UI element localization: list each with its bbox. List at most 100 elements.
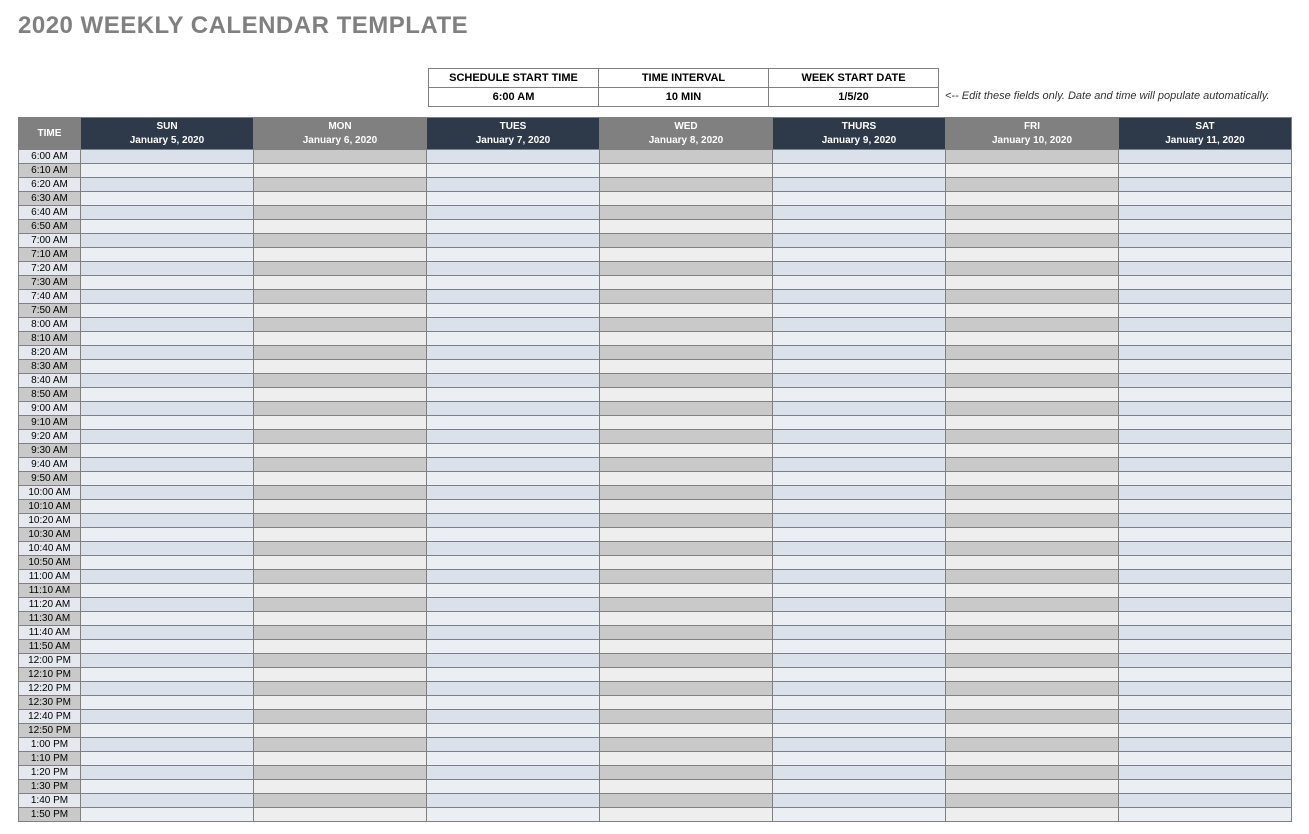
schedule-cell[interactable] bbox=[773, 276, 946, 290]
schedule-cell[interactable] bbox=[427, 262, 600, 276]
schedule-cell[interactable] bbox=[946, 556, 1119, 570]
schedule-cell[interactable] bbox=[427, 542, 600, 556]
schedule-cell[interactable] bbox=[254, 262, 427, 276]
schedule-cell[interactable] bbox=[254, 752, 427, 766]
schedule-cell[interactable] bbox=[773, 318, 946, 332]
schedule-cell[interactable] bbox=[254, 696, 427, 710]
schedule-cell[interactable] bbox=[81, 654, 254, 668]
schedule-cell[interactable] bbox=[946, 780, 1119, 794]
schedule-cell[interactable] bbox=[81, 808, 254, 822]
schedule-cell[interactable] bbox=[254, 318, 427, 332]
schedule-cell[interactable] bbox=[773, 206, 946, 220]
schedule-cell[interactable] bbox=[427, 598, 600, 612]
schedule-cell[interactable] bbox=[600, 304, 773, 318]
schedule-cell[interactable] bbox=[773, 472, 946, 486]
schedule-cell[interactable] bbox=[773, 570, 946, 584]
schedule-cell[interactable] bbox=[773, 710, 946, 724]
schedule-cell[interactable] bbox=[427, 192, 600, 206]
schedule-cell[interactable] bbox=[1119, 346, 1292, 360]
schedule-cell[interactable] bbox=[1119, 150, 1292, 164]
schedule-cell[interactable] bbox=[81, 388, 254, 402]
schedule-cell[interactable] bbox=[81, 206, 254, 220]
schedule-cell[interactable] bbox=[81, 178, 254, 192]
schedule-cell[interactable] bbox=[254, 794, 427, 808]
schedule-cell[interactable] bbox=[254, 374, 427, 388]
schedule-cell[interactable] bbox=[427, 276, 600, 290]
schedule-cell[interactable] bbox=[81, 500, 254, 514]
schedule-cell[interactable] bbox=[81, 682, 254, 696]
schedule-cell[interactable] bbox=[600, 374, 773, 388]
schedule-cell[interactable] bbox=[773, 220, 946, 234]
schedule-cell[interactable] bbox=[946, 290, 1119, 304]
schedule-cell[interactable] bbox=[773, 192, 946, 206]
settings-value-start-date[interactable]: 1/5/20 bbox=[769, 88, 939, 107]
schedule-cell[interactable] bbox=[254, 556, 427, 570]
schedule-cell[interactable] bbox=[600, 290, 773, 304]
schedule-cell[interactable] bbox=[427, 556, 600, 570]
schedule-cell[interactable] bbox=[946, 528, 1119, 542]
schedule-cell[interactable] bbox=[773, 262, 946, 276]
schedule-cell[interactable] bbox=[81, 668, 254, 682]
schedule-cell[interactable] bbox=[773, 500, 946, 514]
schedule-cell[interactable] bbox=[773, 360, 946, 374]
schedule-cell[interactable] bbox=[254, 220, 427, 234]
schedule-cell[interactable] bbox=[773, 444, 946, 458]
schedule-cell[interactable] bbox=[1119, 388, 1292, 402]
schedule-cell[interactable] bbox=[600, 360, 773, 374]
schedule-cell[interactable] bbox=[254, 598, 427, 612]
schedule-cell[interactable] bbox=[427, 220, 600, 234]
schedule-cell[interactable] bbox=[600, 794, 773, 808]
schedule-cell[interactable] bbox=[600, 556, 773, 570]
schedule-cell[interactable] bbox=[1119, 584, 1292, 598]
schedule-cell[interactable] bbox=[427, 668, 600, 682]
schedule-cell[interactable] bbox=[600, 584, 773, 598]
schedule-cell[interactable] bbox=[773, 668, 946, 682]
schedule-cell[interactable] bbox=[427, 500, 600, 514]
schedule-cell[interactable] bbox=[427, 738, 600, 752]
schedule-cell[interactable] bbox=[254, 738, 427, 752]
schedule-cell[interactable] bbox=[81, 738, 254, 752]
schedule-cell[interactable] bbox=[773, 542, 946, 556]
schedule-cell[interactable] bbox=[427, 486, 600, 500]
schedule-cell[interactable] bbox=[946, 682, 1119, 696]
schedule-cell[interactable] bbox=[600, 542, 773, 556]
schedule-cell[interactable] bbox=[946, 402, 1119, 416]
schedule-cell[interactable] bbox=[946, 458, 1119, 472]
schedule-cell[interactable] bbox=[81, 696, 254, 710]
schedule-cell[interactable] bbox=[427, 164, 600, 178]
schedule-cell[interactable] bbox=[1119, 766, 1292, 780]
schedule-cell[interactable] bbox=[1119, 458, 1292, 472]
schedule-cell[interactable] bbox=[254, 584, 427, 598]
schedule-cell[interactable] bbox=[254, 528, 427, 542]
schedule-cell[interactable] bbox=[427, 206, 600, 220]
schedule-cell[interactable] bbox=[81, 402, 254, 416]
schedule-cell[interactable] bbox=[773, 234, 946, 248]
schedule-cell[interactable] bbox=[600, 234, 773, 248]
schedule-cell[interactable] bbox=[427, 332, 600, 346]
schedule-cell[interactable] bbox=[773, 374, 946, 388]
schedule-cell[interactable] bbox=[254, 346, 427, 360]
schedule-cell[interactable] bbox=[81, 472, 254, 486]
schedule-cell[interactable] bbox=[1119, 556, 1292, 570]
settings-value-start-time[interactable]: 6:00 AM bbox=[429, 88, 599, 107]
schedule-cell[interactable] bbox=[254, 416, 427, 430]
schedule-cell[interactable] bbox=[81, 752, 254, 766]
schedule-cell[interactable] bbox=[81, 458, 254, 472]
schedule-cell[interactable] bbox=[946, 514, 1119, 528]
schedule-cell[interactable] bbox=[946, 346, 1119, 360]
schedule-cell[interactable] bbox=[81, 220, 254, 234]
schedule-cell[interactable] bbox=[427, 808, 600, 822]
schedule-cell[interactable] bbox=[427, 402, 600, 416]
schedule-cell[interactable] bbox=[427, 780, 600, 794]
schedule-cell[interactable] bbox=[600, 444, 773, 458]
schedule-cell[interactable] bbox=[946, 738, 1119, 752]
schedule-cell[interactable] bbox=[773, 724, 946, 738]
schedule-cell[interactable] bbox=[600, 626, 773, 640]
schedule-cell[interactable] bbox=[1119, 654, 1292, 668]
schedule-cell[interactable] bbox=[1119, 248, 1292, 262]
schedule-cell[interactable] bbox=[427, 360, 600, 374]
schedule-cell[interactable] bbox=[773, 430, 946, 444]
schedule-cell[interactable] bbox=[600, 724, 773, 738]
schedule-cell[interactable] bbox=[1119, 682, 1292, 696]
schedule-cell[interactable] bbox=[81, 724, 254, 738]
